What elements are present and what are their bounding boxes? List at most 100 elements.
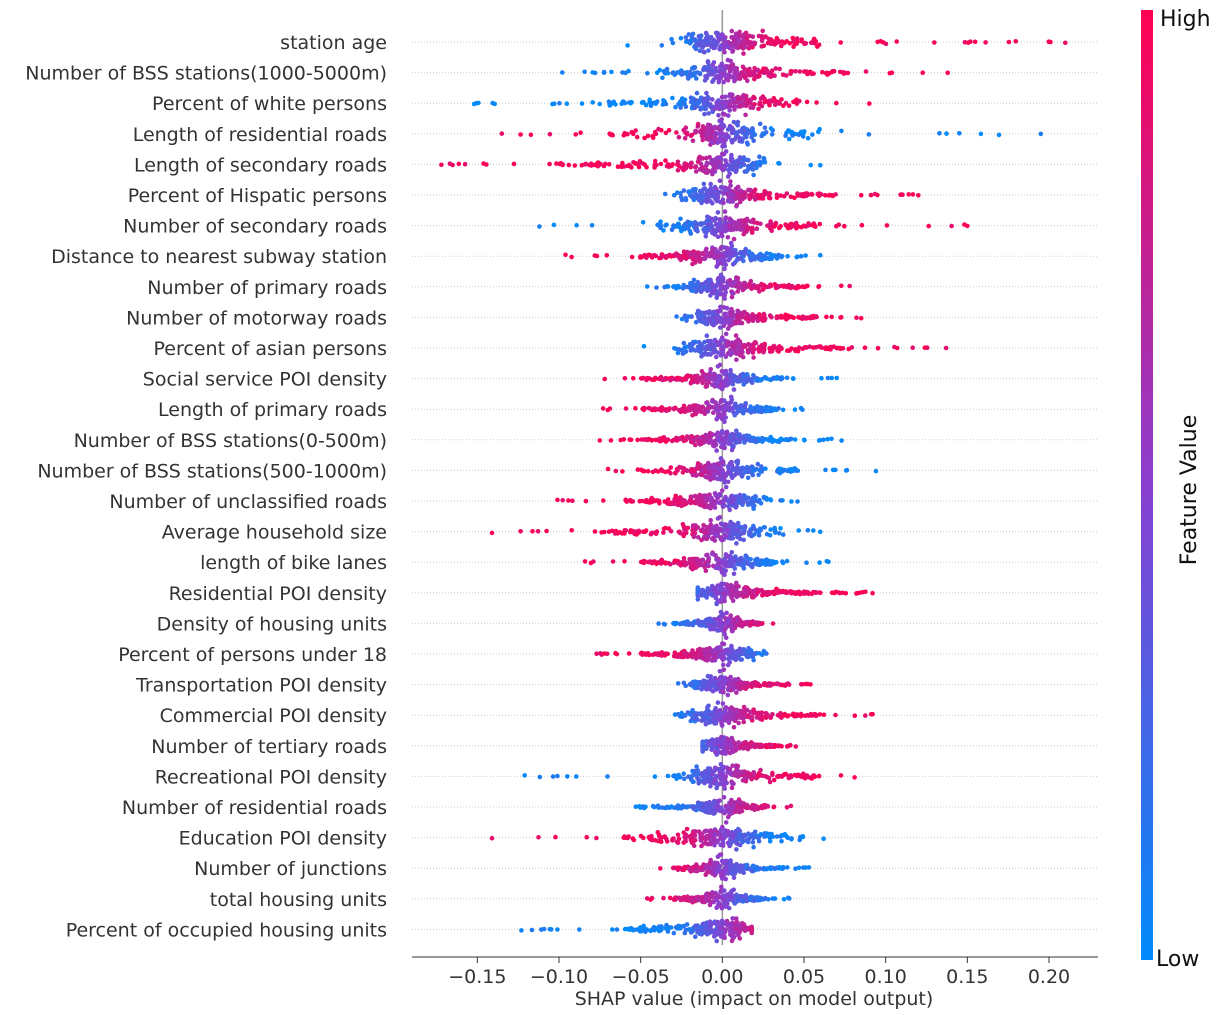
- shap-point: [715, 30, 720, 36]
- shap-point: [701, 181, 707, 187]
- shap-point: [731, 387, 737, 392]
- shap-point: [566, 498, 571, 503]
- shap-point: [735, 461, 740, 466]
- shap-point: [547, 161, 552, 167]
- shap-point: [684, 408, 689, 413]
- shap-point: [737, 29, 742, 35]
- shap-point: [829, 375, 834, 381]
- shap-point: [710, 535, 716, 541]
- shap-point: [656, 621, 661, 626]
- shap-point: [712, 342, 718, 348]
- shap-point: [945, 70, 950, 76]
- shap-point: [962, 222, 967, 227]
- shap-point: [755, 284, 760, 290]
- shap-point: [582, 69, 587, 75]
- shap-point: [640, 220, 646, 225]
- shap-point: [758, 195, 764, 201]
- shap-point: [726, 257, 731, 263]
- shap-point: [682, 313, 688, 319]
- shap-point: [760, 256, 765, 261]
- shap-point: [830, 193, 835, 199]
- shap-point: [873, 468, 879, 474]
- shap-point: [708, 497, 713, 502]
- shap-point: [718, 104, 723, 109]
- shap-point: [535, 529, 541, 534]
- shap-point: [819, 375, 824, 381]
- shap-point: [719, 611, 725, 617]
- shap-point: [741, 250, 747, 256]
- shap-point: [700, 404, 705, 410]
- shap-point: [717, 45, 722, 51]
- shap-point: [713, 354, 719, 360]
- shap-point: [858, 315, 864, 321]
- shap-point: [647, 500, 652, 505]
- shap-point: [754, 192, 760, 198]
- shap-point: [741, 586, 747, 591]
- shap-point: [677, 530, 683, 536]
- shap-point: [698, 348, 703, 353]
- shap-point: [757, 160, 762, 166]
- shap-point: [688, 164, 694, 170]
- shap-point: [742, 39, 748, 44]
- shap-point: [649, 530, 654, 536]
- shap-point: [658, 561, 664, 566]
- shap-point: [617, 529, 622, 535]
- shap-point: [762, 100, 767, 105]
- shap-point: [725, 198, 731, 204]
- shap-point: [731, 592, 737, 598]
- shap-point: [809, 222, 815, 228]
- shap-point: [625, 43, 630, 48]
- shap-point: [722, 220, 728, 225]
- shap-point: [735, 313, 741, 319]
- shap-point: [582, 559, 588, 564]
- shap-point: [537, 224, 542, 229]
- shap-point: [731, 571, 737, 577]
- shap-point: [731, 236, 737, 242]
- shap-point: [703, 474, 708, 480]
- shap-point: [722, 112, 728, 117]
- shap-point: [714, 448, 719, 453]
- shap-point: [717, 526, 723, 532]
- shap-point: [544, 528, 549, 534]
- shap-point: [710, 551, 715, 557]
- shap-point: [598, 161, 603, 167]
- shap-point: [679, 197, 685, 203]
- shap-point: [678, 105, 683, 110]
- shap-point: [727, 277, 733, 283]
- shap-point: [724, 245, 730, 251]
- shap-point: [705, 59, 711, 64]
- shap-point: [695, 375, 700, 380]
- shap-point: [679, 99, 684, 105]
- shap-point: [637, 498, 643, 504]
- shap-point: [734, 440, 739, 445]
- shap-point: [675, 159, 681, 165]
- shap-point: [738, 227, 744, 232]
- shap-point: [693, 128, 698, 134]
- shap-point: [702, 536, 707, 541]
- shap-point: [730, 584, 735, 590]
- shap-point: [707, 430, 713, 436]
- shap-point: [738, 657, 743, 662]
- shap-point: [739, 44, 744, 49]
- shap-point: [680, 351, 686, 356]
- shap-point: [728, 183, 733, 188]
- shap-point: [789, 499, 794, 504]
- shap-point: [753, 620, 759, 626]
- shap-point: [741, 499, 746, 505]
- shap-point: [759, 409, 764, 415]
- shap-point: [720, 163, 726, 169]
- shap-point: [663, 223, 668, 228]
- shap-point: [635, 467, 641, 472]
- shap-point: [700, 557, 706, 563]
- shap-point: [706, 48, 711, 53]
- shap-point: [693, 227, 698, 233]
- shap-point: [742, 344, 747, 349]
- shap-point: [742, 192, 747, 197]
- shap-point: [727, 66, 732, 71]
- shap-point: [773, 66, 779, 71]
- shap-point: [669, 36, 674, 42]
- shap-point: [722, 627, 727, 632]
- shap-point: [784, 437, 789, 442]
- shap-point: [689, 494, 695, 500]
- shap-point: [618, 437, 623, 443]
